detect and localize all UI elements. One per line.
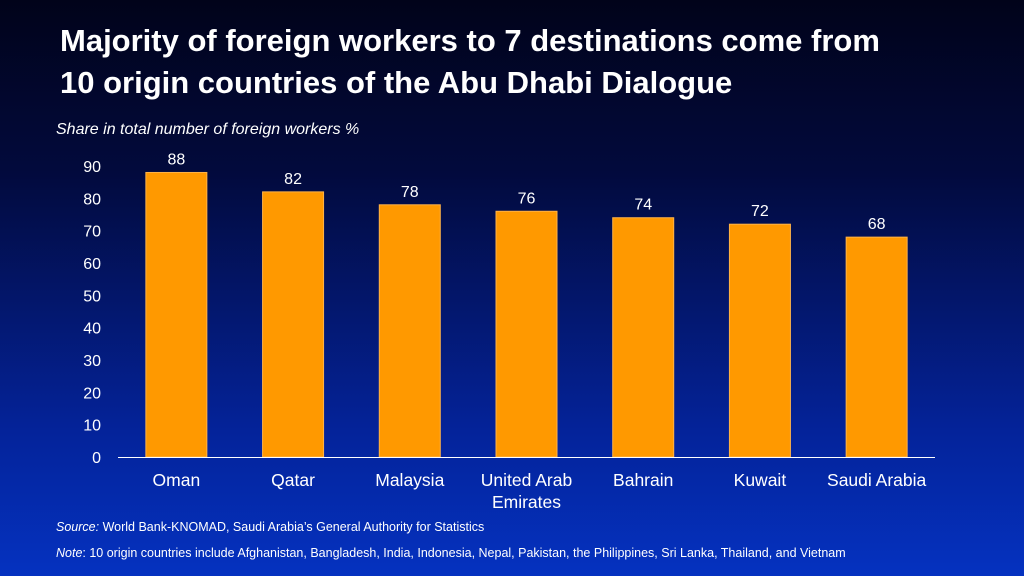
x-tick-label: Oman (153, 470, 201, 490)
data-label: 82 (284, 171, 302, 188)
data-label: 74 (634, 197, 652, 214)
source-label: Source: (56, 520, 100, 534)
footnote: Note: 10 origin countries include Afghan… (56, 546, 846, 560)
y-tick-label: 10 (83, 418, 101, 435)
bar (378, 204, 441, 458)
x-tick-label: Qatar (271, 470, 315, 490)
y-tick-label: 40 (83, 321, 101, 338)
x-tick-label: Kuwait (734, 470, 787, 490)
y-tick-label: 30 (83, 353, 101, 370)
x-tick-label: Bahrain (613, 470, 673, 490)
y-axis-subtitle: Share in total number of foreign workers… (56, 121, 360, 138)
bars (145, 171, 908, 458)
y-tick-label: 80 (83, 191, 101, 208)
bar (845, 236, 908, 458)
y-tick-label: 60 (83, 256, 101, 273)
note-label: Note (56, 546, 83, 560)
source-text: World Bank-KNOMAD, Saudi Arabia’s Genera… (102, 520, 485, 534)
x-tick-label: Saudi Arabia (827, 470, 927, 490)
data-labels: 88 82 78 76 74 72 68 (167, 151, 885, 233)
x-tick-label: United Arab (481, 470, 572, 490)
y-axis-ticks: 0 10 20 30 40 50 60 70 80 90 (83, 159, 101, 467)
y-tick-label: 50 (83, 288, 101, 305)
data-label: 72 (751, 203, 769, 220)
y-tick-label: 0 (92, 450, 101, 467)
data-label: 76 (518, 190, 536, 207)
bar (495, 210, 558, 458)
y-tick-label: 90 (83, 159, 101, 176)
data-label: 68 (868, 216, 886, 233)
x-tick-label: Malaysia (375, 470, 444, 490)
data-label: 88 (167, 151, 185, 168)
chart-title: Majority of foreign workers to 7 destina… (60, 20, 990, 104)
data-label: 78 (401, 184, 419, 201)
note-text: : 10 origin countries include Afghanista… (82, 546, 846, 560)
bar (262, 191, 325, 458)
x-tick-label: Emirates (492, 492, 561, 512)
source-note: Source: World Bank-KNOMAD, Saudi Arabia’… (56, 520, 484, 534)
title-line-1: Majority of foreign workers to 7 destina… (60, 23, 880, 58)
bar (612, 217, 675, 458)
bar (728, 223, 791, 458)
y-tick-label: 20 (83, 385, 101, 402)
y-tick-label: 70 (83, 224, 101, 241)
title-line-2: 10 origin countries of the Abu Dhabi Dia… (60, 65, 733, 100)
bar (145, 171, 208, 458)
